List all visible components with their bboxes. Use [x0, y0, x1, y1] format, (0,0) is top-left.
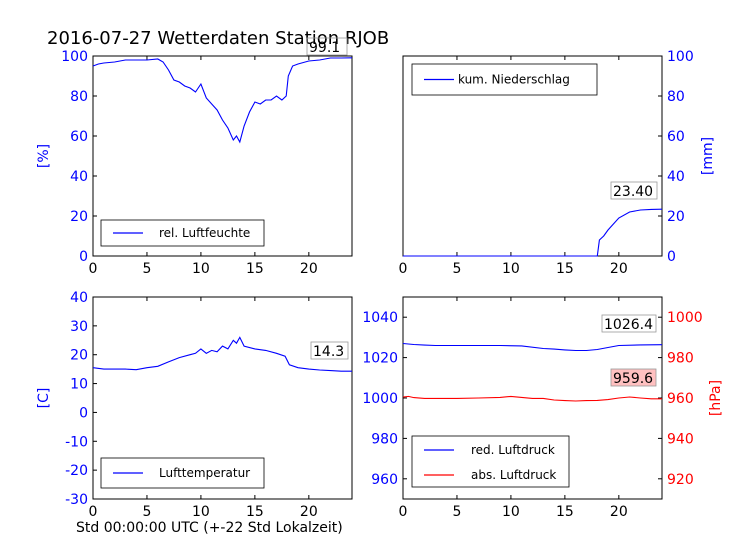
x-tick-label: 15: [556, 261, 574, 277]
x-tick-label: 15: [246, 261, 264, 277]
x-tick-label: 5: [452, 261, 461, 277]
legend-box: [411, 435, 570, 488]
chart-panel-top-right: 0 5 10 15 20 0 20 40 60 80 100 [mm] kum. Niederschla…: [399, 49, 716, 277]
value-annotation: 23.40: [610, 181, 658, 200]
annotation-label: 1026.4: [604, 317, 653, 333]
legend: kum. Niederschlag: [411, 63, 598, 96]
annotation-box: [610, 368, 657, 387]
series-line-abs-luftdruck: [402, 395, 662, 402]
y-tick-label: 40: [70, 169, 88, 185]
chart-panel-top-left: 0 5 10 15 20 0 20 40 60 80 100 [%] rel. Luftfeuchte 9…: [36, 37, 353, 277]
annotation-label: 959.6: [613, 371, 653, 387]
series-line-rel-luftfeuchte: [92, 57, 353, 144]
series-line-lufttemperatur: [92, 336, 352, 372]
x-tick-label: 10: [192, 504, 210, 520]
y-axis-label: [mm]: [700, 137, 716, 175]
value-annotation: 99.1: [306, 37, 348, 56]
y-axis-label: [hPa]: [708, 380, 724, 416]
y-tick-label: 20: [70, 209, 88, 225]
x-tick-label: 20: [300, 261, 318, 277]
y-tick-label: 100: [61, 49, 88, 65]
y-tick-label: 20: [70, 348, 88, 364]
x-tick-label: 20: [300, 504, 318, 520]
x-tick-label: 10: [192, 261, 210, 277]
y-tick-label: 40: [70, 290, 88, 306]
x-tick-label: 0: [89, 504, 98, 520]
y-tick-label: -10: [65, 434, 88, 450]
y-tick-label: 100: [667, 49, 694, 65]
x-tick-label: 20: [610, 261, 628, 277]
y-axis-label: [C]: [36, 388, 52, 409]
y-tick-label: 80: [70, 89, 88, 105]
y-tick-label: 960: [667, 391, 694, 407]
chart-panel-bottom-right: 0 5 10 15 20 960 980 1000 1020 1040 920 940 960 980 10…: [362, 296, 724, 520]
y-tick-label: 10: [70, 377, 88, 393]
value-annotation: 959.6: [610, 368, 657, 387]
annotation-label: 14.3: [313, 344, 344, 360]
x-tick-label: 5: [452, 504, 461, 520]
x-tick-label: 0: [399, 261, 408, 277]
y-tick-label: 80: [667, 89, 685, 105]
y-tick-label: 60: [667, 129, 685, 145]
y-tick-label: 980: [371, 431, 398, 447]
y-tick-label: 1000: [362, 391, 398, 407]
annotation-box: [306, 37, 348, 56]
series-line-kum-niederschlag: [403, 208, 663, 257]
x-tick-label: 10: [502, 504, 520, 520]
y-tick-label: 60: [70, 129, 88, 145]
y-tick-label: 0: [79, 405, 88, 421]
annotation-box: [610, 181, 658, 200]
annotation-box: [601, 314, 657, 333]
legend: red. Luftdruck abs. Luftdruck: [411, 435, 570, 488]
y-tick-label: 980: [667, 351, 694, 367]
y-tick-label: 0: [667, 249, 676, 265]
series-line-red-luftdruck: [402, 342, 663, 352]
legend: Lufttemperatur: [100, 457, 265, 489]
legend-label: red. Luftdruck: [471, 443, 555, 457]
figure-title: 2016-07-27 Wetterdaten Station RJOB: [47, 28, 389, 49]
value-annotation: 1026.4: [601, 314, 657, 333]
y-tick-label: 940: [667, 431, 694, 447]
y-tick-label: 1020: [362, 351, 398, 367]
x-tick-label: 10: [502, 261, 520, 277]
y-tick-label: 920: [667, 472, 694, 488]
y-tick-label: 20: [667, 209, 685, 225]
y-tick-label: -30: [65, 492, 88, 508]
x-tick-label: 5: [142, 504, 151, 520]
x-tick-label: 20: [610, 504, 628, 520]
y-tick-label: 960: [371, 472, 398, 488]
x-tick-label: 15: [556, 504, 574, 520]
y-axis-label: [%]: [36, 144, 52, 168]
x-tick-label: 15: [246, 504, 264, 520]
legend-label: kum. Niederschlag: [458, 73, 570, 87]
value-annotation: 14.3: [310, 341, 349, 360]
legend-label: rel. Luftfeuchte: [159, 226, 250, 240]
y-tick-label: 1040: [362, 310, 398, 326]
legend: rel. Luftfeuchte: [100, 219, 265, 247]
y-tick-label: 40: [667, 169, 685, 185]
y-tick-label: 1000: [667, 310, 703, 326]
annotation-label: 99.1: [309, 40, 340, 56]
y-tick-label: 30: [70, 319, 88, 335]
footer-x-label: Std 00:00:00 UTC (+-22 Std Lokalzeit): [76, 520, 343, 536]
x-tick-label: 5: [142, 261, 151, 277]
chart-panel-bottom-left: 0 5 10 15 20 -30 -20 -10 0 10 20 30 40 [C] Lufttempera…: [36, 290, 353, 520]
annotation-box: [310, 341, 349, 360]
annotation-label: 23.40: [613, 184, 653, 200]
x-tick-label: 0: [89, 261, 98, 277]
x-tick-label: 0: [399, 504, 408, 520]
y-tick-label: 0: [79, 249, 88, 265]
legend-label: Lufttemperatur: [159, 466, 250, 480]
legend-label: abs. Luftdruck: [471, 468, 556, 482]
y-tick-label: -20: [65, 463, 88, 479]
